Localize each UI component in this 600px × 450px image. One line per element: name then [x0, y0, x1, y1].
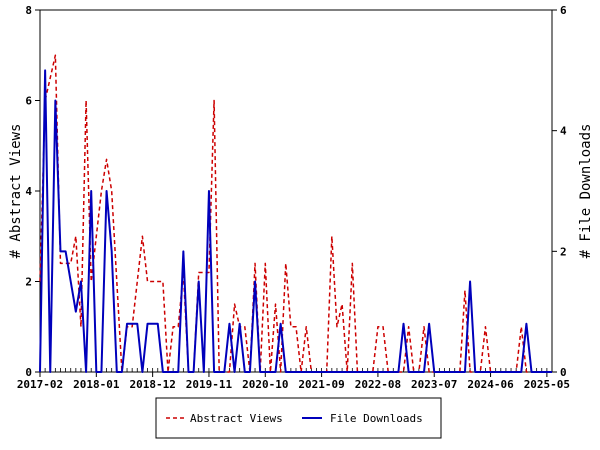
x-tick-label: 2017-02: [17, 378, 63, 391]
x-tick-label: 2018-12: [129, 378, 175, 391]
legend-label-abstract-views: Abstract Views: [190, 412, 283, 425]
x-tick-label: 2023-07: [411, 378, 457, 391]
right-axis-title: # File Downloads: [578, 124, 594, 259]
left-tick-label: 8: [25, 4, 32, 17]
right-axis-ticks: 0 2 4 6: [552, 4, 567, 379]
left-tick-label: 6: [25, 95, 32, 108]
x-tick-label: 2024-06: [467, 378, 514, 391]
left-tick-label: 4: [25, 185, 32, 198]
x-tick-label: 2022-08: [355, 378, 401, 391]
series-lines: [39, 54, 552, 373]
x-tick-label: 2018-01: [73, 378, 120, 391]
x-tick-label: 2025-05: [524, 378, 570, 391]
x-tick-label: 2021-09: [298, 378, 344, 391]
right-tick-label: 4: [560, 125, 567, 138]
right-tick-label: 0: [560, 366, 567, 379]
x-axis-ticks: 2017-02 2018-01 2018-12 2019-11 2020-10 2021-…: [17, 368, 570, 391]
left-tick-label: 2: [25, 276, 32, 289]
x-tick-label: 2019-11: [186, 378, 233, 391]
x-tick-label: 2020-10: [242, 378, 288, 391]
left-axis-title: # Abstract Views: [8, 124, 24, 259]
plot-frame: [39, 9, 553, 373]
plot-area: [39, 9, 553, 373]
legend: Abstract Views File Downloads: [155, 397, 442, 439]
legend-label-file-downloads: File Downloads: [330, 412, 423, 425]
series-line-file-downloads: [39, 69, 552, 373]
left-tick-label: 0: [25, 366, 32, 379]
legend-box: [155, 397, 442, 439]
right-tick-label: 6: [560, 4, 567, 17]
right-tick-label: 2: [560, 245, 567, 258]
left-axis-ticks: 0 2 4 6 8: [25, 4, 40, 379]
